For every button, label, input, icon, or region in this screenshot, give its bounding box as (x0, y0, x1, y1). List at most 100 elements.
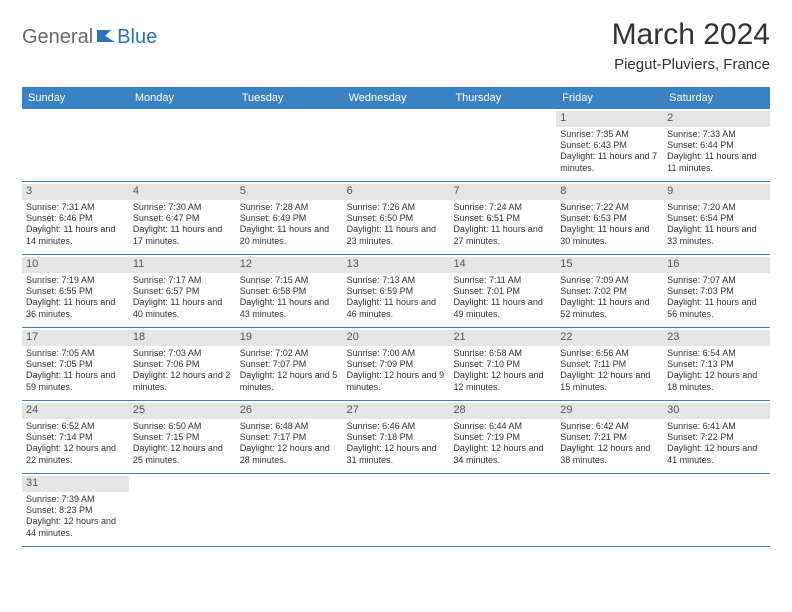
day-cell: 14Sunrise: 7:11 AMSunset: 7:01 PMDayligh… (449, 255, 556, 327)
day-cell: 19Sunrise: 7:02 AMSunset: 7:07 PMDayligh… (236, 328, 343, 400)
sunset-text: Sunset: 7:21 PM (560, 432, 659, 443)
sunset-text: Sunset: 6:49 PM (240, 213, 339, 224)
empty-cell: . (449, 474, 556, 546)
sunset-text: Sunset: 6:50 PM (347, 213, 446, 224)
empty-cell: . (236, 109, 343, 181)
daylight-text: Daylight: 11 hours and 52 minutes. (560, 297, 659, 320)
day-number: 28 (449, 403, 556, 419)
daylight-text: Daylight: 11 hours and 49 minutes. (453, 297, 552, 320)
calendar: SundayMondayTuesdayWednesdayThursdayFrid… (22, 87, 770, 547)
sunrise-text: Sunrise: 7:00 AM (347, 348, 446, 359)
daylight-text: Daylight: 11 hours and 43 minutes. (240, 297, 339, 320)
day-number: 5 (236, 184, 343, 200)
sunset-text: Sunset: 7:15 PM (133, 432, 232, 443)
sunrise-text: Sunrise: 7:39 AM (26, 494, 125, 505)
header: General Blue March 2024 Piegut-Pluviers,… (22, 18, 770, 73)
sunrise-text: Sunrise: 6:44 AM (453, 421, 552, 432)
page: General Blue March 2024 Piegut-Pluviers,… (0, 0, 792, 565)
weeks-container: .....1Sunrise: 7:35 AMSunset: 6:43 PMDay… (22, 109, 770, 547)
sunrise-text: Sunrise: 6:54 AM (667, 348, 766, 359)
day-number: 12 (236, 257, 343, 273)
sunrise-text: Sunrise: 7:17 AM (133, 275, 232, 286)
day-cell: 4Sunrise: 7:30 AMSunset: 6:47 PMDaylight… (129, 182, 236, 254)
day-cell: 10Sunrise: 7:19 AMSunset: 6:55 PMDayligh… (22, 255, 129, 327)
week-row: 3Sunrise: 7:31 AMSunset: 6:46 PMDaylight… (22, 182, 770, 255)
daylight-text: Daylight: 12 hours and 31 minutes. (347, 443, 446, 466)
week-row: .....1Sunrise: 7:35 AMSunset: 6:43 PMDay… (22, 109, 770, 182)
day-cell: 3Sunrise: 7:31 AMSunset: 6:46 PMDaylight… (22, 182, 129, 254)
sunset-text: Sunset: 6:53 PM (560, 213, 659, 224)
sunset-text: Sunset: 6:43 PM (560, 140, 659, 151)
day-cell: 28Sunrise: 6:44 AMSunset: 7:19 PMDayligh… (449, 401, 556, 473)
sunrise-text: Sunrise: 6:52 AM (26, 421, 125, 432)
empty-cell: . (22, 109, 129, 181)
sunrise-text: Sunrise: 7:20 AM (667, 202, 766, 213)
daylight-text: Daylight: 12 hours and 44 minutes. (26, 516, 125, 539)
day-number: 26 (236, 403, 343, 419)
day-number: 9 (663, 184, 770, 200)
daylight-text: Daylight: 12 hours and 25 minutes. (133, 443, 232, 466)
sunset-text: Sunset: 7:07 PM (240, 359, 339, 370)
sunset-text: Sunset: 7:14 PM (26, 432, 125, 443)
day-number: 23 (663, 330, 770, 346)
weekday-monday: Monday (129, 87, 236, 109)
logo-text-blue: Blue (117, 26, 157, 49)
sunrise-text: Sunrise: 7:22 AM (560, 202, 659, 213)
sunrise-text: Sunrise: 7:35 AM (560, 129, 659, 140)
day-number: 20 (343, 330, 450, 346)
daylight-text: Daylight: 11 hours and 20 minutes. (240, 224, 339, 247)
sunrise-text: Sunrise: 6:58 AM (453, 348, 552, 359)
logo: General Blue (22, 26, 157, 49)
daylight-text: Daylight: 11 hours and 33 minutes. (667, 224, 766, 247)
day-cell: 13Sunrise: 7:13 AMSunset: 6:59 PMDayligh… (343, 255, 450, 327)
day-number: 10 (22, 257, 129, 273)
empty-cell: . (129, 109, 236, 181)
day-number: 19 (236, 330, 343, 346)
day-number: 24 (22, 403, 129, 419)
weekday-header-row: SundayMondayTuesdayWednesdayThursdayFrid… (22, 87, 770, 109)
day-cell: 11Sunrise: 7:17 AMSunset: 6:57 PMDayligh… (129, 255, 236, 327)
sunset-text: Sunset: 6:47 PM (133, 213, 232, 224)
sunrise-text: Sunrise: 7:05 AM (26, 348, 125, 359)
sunrise-text: Sunrise: 6:50 AM (133, 421, 232, 432)
daylight-text: Daylight: 11 hours and 7 minutes. (560, 151, 659, 174)
sunset-text: Sunset: 7:03 PM (667, 286, 766, 297)
day-cell: 9Sunrise: 7:20 AMSunset: 6:54 PMDaylight… (663, 182, 770, 254)
weekday-tuesday: Tuesday (236, 87, 343, 109)
sunrise-text: Sunrise: 7:24 AM (453, 202, 552, 213)
day-number: 1 (556, 111, 663, 127)
daylight-text: Daylight: 11 hours and 56 minutes. (667, 297, 766, 320)
empty-cell: . (556, 474, 663, 546)
sunset-text: Sunset: 6:44 PM (667, 140, 766, 151)
day-number: 2 (663, 111, 770, 127)
daylight-text: Daylight: 12 hours and 28 minutes. (240, 443, 339, 466)
daylight-text: Daylight: 11 hours and 27 minutes. (453, 224, 552, 247)
day-number: 15 (556, 257, 663, 273)
empty-cell: . (449, 109, 556, 181)
sunset-text: Sunset: 7:02 PM (560, 286, 659, 297)
sunrise-text: Sunrise: 7:31 AM (26, 202, 125, 213)
day-cell: 8Sunrise: 7:22 AMSunset: 6:53 PMDaylight… (556, 182, 663, 254)
day-cell: 25Sunrise: 6:50 AMSunset: 7:15 PMDayligh… (129, 401, 236, 473)
empty-cell: . (236, 474, 343, 546)
flag-icon (97, 28, 115, 42)
sunset-text: Sunset: 7:17 PM (240, 432, 339, 443)
sunrise-text: Sunrise: 6:56 AM (560, 348, 659, 359)
day-number: 6 (343, 184, 450, 200)
daylight-text: Daylight: 11 hours and 36 minutes. (26, 297, 125, 320)
daylight-text: Daylight: 12 hours and 22 minutes. (26, 443, 125, 466)
sunset-text: Sunset: 7:01 PM (453, 286, 552, 297)
daylight-text: Daylight: 12 hours and 41 minutes. (667, 443, 766, 466)
sunrise-text: Sunrise: 7:11 AM (453, 275, 552, 286)
day-cell: 31Sunrise: 7:39 AMSunset: 8:23 PMDayligh… (22, 474, 129, 546)
sunset-text: Sunset: 6:55 PM (26, 286, 125, 297)
sunset-text: Sunset: 8:23 PM (26, 505, 125, 516)
sunset-text: Sunset: 7:11 PM (560, 359, 659, 370)
sunrise-text: Sunrise: 7:09 AM (560, 275, 659, 286)
day-number: 22 (556, 330, 663, 346)
day-number: 27 (343, 403, 450, 419)
day-cell: 30Sunrise: 6:41 AMSunset: 7:22 PMDayligh… (663, 401, 770, 473)
sunrise-text: Sunrise: 7:33 AM (667, 129, 766, 140)
sunrise-text: Sunrise: 7:07 AM (667, 275, 766, 286)
sunrise-text: Sunrise: 6:46 AM (347, 421, 446, 432)
